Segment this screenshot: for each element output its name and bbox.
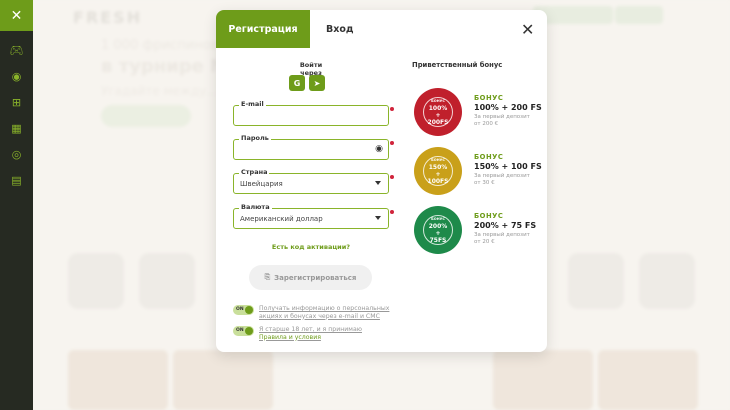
bonus-min-deposit: от 200 € <box>474 121 499 127</box>
bonus-condition: За первый депозит <box>474 232 530 238</box>
category-tile <box>639 253 695 309</box>
country-label: Страна <box>239 168 270 176</box>
register-button-label: Зарегистрироваться <box>274 273 357 282</box>
toggle-knob <box>245 327 253 335</box>
marketing-toggle[interactable]: ON <box>233 305 254 315</box>
age-terms-text: Я старше 18 лет, и я принимаю Правила и … <box>259 326 399 341</box>
sidebar: ✕ 🎮︎ ◉ ⊞ ▦ ◎ ▤ <box>0 0 33 410</box>
ball-icon[interactable]: ◉ <box>11 69 22 83</box>
bonus-value: 200% + 75 FS <box>474 221 537 230</box>
bonus-min-deposit: от 30 € <box>474 180 495 186</box>
required-marker <box>390 210 394 214</box>
logo: FRESH <box>73 8 143 27</box>
terms-link[interactable]: Правила и условия <box>259 333 321 341</box>
welcome-bonus-title: Приветственный бонус <box>412 61 503 69</box>
password-label: Пароль <box>239 134 271 142</box>
bonus-badge: БОНУС 100% +200FS <box>414 88 462 136</box>
sidebar-close-icon[interactable]: ✕ <box>0 0 33 31</box>
bonus-item: БОНУС 200% +75FS БОНУС 200% + 75 FS За первы… <box>412 206 542 256</box>
bonus-min-deposit: от 20 € <box>474 239 495 245</box>
required-marker <box>390 141 394 145</box>
telegram-icon: ➤ <box>313 78 321 88</box>
toggle-knob <box>245 306 253 314</box>
chevron-down-icon <box>375 216 381 220</box>
register-button[interactable]: ⎘ Зарегистрироваться <box>249 265 372 290</box>
register-icon: ⎘ <box>264 273 271 281</box>
category-tile <box>68 253 124 309</box>
game-card <box>598 350 698 410</box>
activation-code-link[interactable]: Есть код активации? <box>271 243 351 251</box>
category-tile <box>139 253 195 309</box>
category-tile <box>568 253 624 309</box>
password-field[interactable]: Пароль ◉ <box>233 134 389 160</box>
calendar-icon[interactable]: ▦ <box>11 121 22 135</box>
bonus-value: 150% + 100 FS <box>474 162 542 171</box>
bonus-item: БОНУС 100% +200FS БОНУС 100% + 200 FS За пер… <box>412 88 542 138</box>
game-card <box>173 350 273 410</box>
currency-select[interactable]: Валюта Американский доллар <box>233 203 389 229</box>
required-marker <box>390 175 394 179</box>
chevron-down-icon <box>375 181 381 185</box>
bonus-label: БОНУС <box>474 212 504 220</box>
promo-line-1: 1 000 фриспинов <box>101 38 219 53</box>
bonus-value: 100% + 200 FS <box>474 103 542 112</box>
google-login-button[interactable]: G <box>289 75 305 91</box>
currency-value: Американский доллар <box>240 215 323 223</box>
currency-label: Валюта <box>239 203 272 211</box>
gift-icon[interactable]: ⊞ <box>11 95 22 109</box>
bonus-condition: За первый депозит <box>474 114 530 120</box>
email-field[interactable]: E-mail <box>233 100 389 126</box>
email-label: E-mail <box>239 100 266 108</box>
support-24-icon[interactable]: ◎ <box>11 147 22 161</box>
tab-login[interactable]: Вход <box>326 23 354 35</box>
bonus-badge: БОНУС 150% +100FS <box>414 147 462 195</box>
bonus-label: БОНУС <box>474 153 504 161</box>
chat-icon[interactable]: ▤ <box>11 173 22 187</box>
promo-button <box>101 105 191 127</box>
bonus-badge: БОНУС 200% +75FS <box>414 206 462 254</box>
gamepad-icon[interactable]: 🎮︎ <box>9 43 24 57</box>
country-select[interactable]: Страна Швейцария <box>233 168 389 194</box>
age-terms-toggle[interactable]: ON <box>233 326 254 336</box>
top-login-button <box>615 6 663 24</box>
eye-icon[interactable]: ◉ <box>375 144 383 154</box>
top-register-button <box>533 6 613 24</box>
bonus-item: БОНУС 150% +100FS БОНУС 150% + 100 FS За пер… <box>412 147 542 197</box>
registration-modal: Регистрация Вход ✕ Войти через G ➤ E-mai… <box>216 10 547 352</box>
tab-register[interactable]: Регистрация <box>216 10 310 48</box>
toggle-state: ON <box>236 328 244 333</box>
game-card <box>493 350 593 410</box>
telegram-login-button[interactable]: ➤ <box>309 75 325 91</box>
age-consent-text: Я старше 18 лет, и я принимаю <box>259 326 362 333</box>
close-icon[interactable]: ✕ <box>521 20 535 39</box>
required-marker <box>390 107 394 111</box>
bonus-label: БОНУС <box>474 94 504 102</box>
country-value: Швейцария <box>240 180 283 188</box>
marketing-consent-text[interactable]: Получать информацию о персональных акция… <box>259 305 390 320</box>
promo-line-3: Угадайте между... <box>101 84 218 98</box>
google-icon: G <box>293 78 301 88</box>
toggle-state: ON <box>236 307 244 312</box>
game-card <box>68 350 168 410</box>
login-via-label: Войти через <box>299 61 323 77</box>
bonus-condition: За первый депозит <box>474 173 530 179</box>
